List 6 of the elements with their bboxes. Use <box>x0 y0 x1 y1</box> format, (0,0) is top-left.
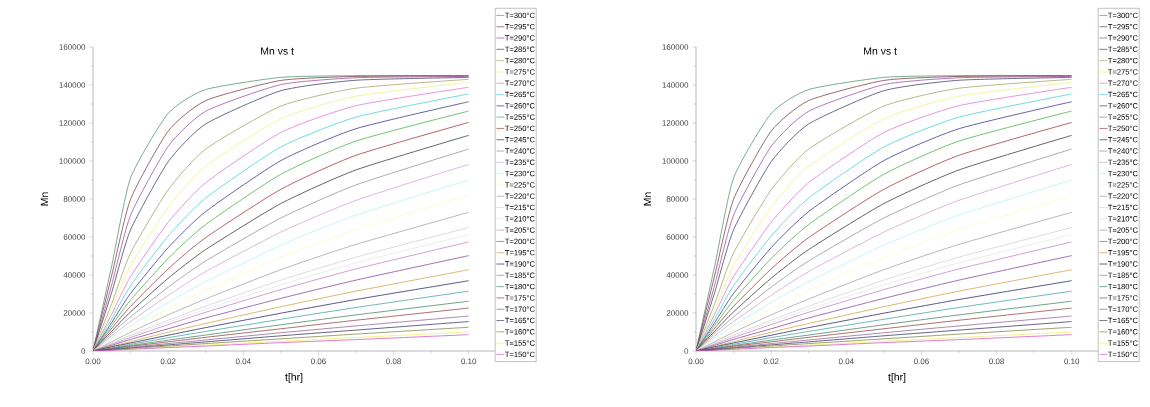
chart-title: Mn vs t <box>864 47 897 55</box>
x-axis-title: t[hr] <box>888 373 906 383</box>
chart-title: Mn vs t <box>261 47 294 55</box>
y-axis-title: Mn <box>643 192 652 206</box>
y-axis-title: Mn <box>40 192 49 206</box>
x-axis-title: t[hr] <box>285 373 303 383</box>
